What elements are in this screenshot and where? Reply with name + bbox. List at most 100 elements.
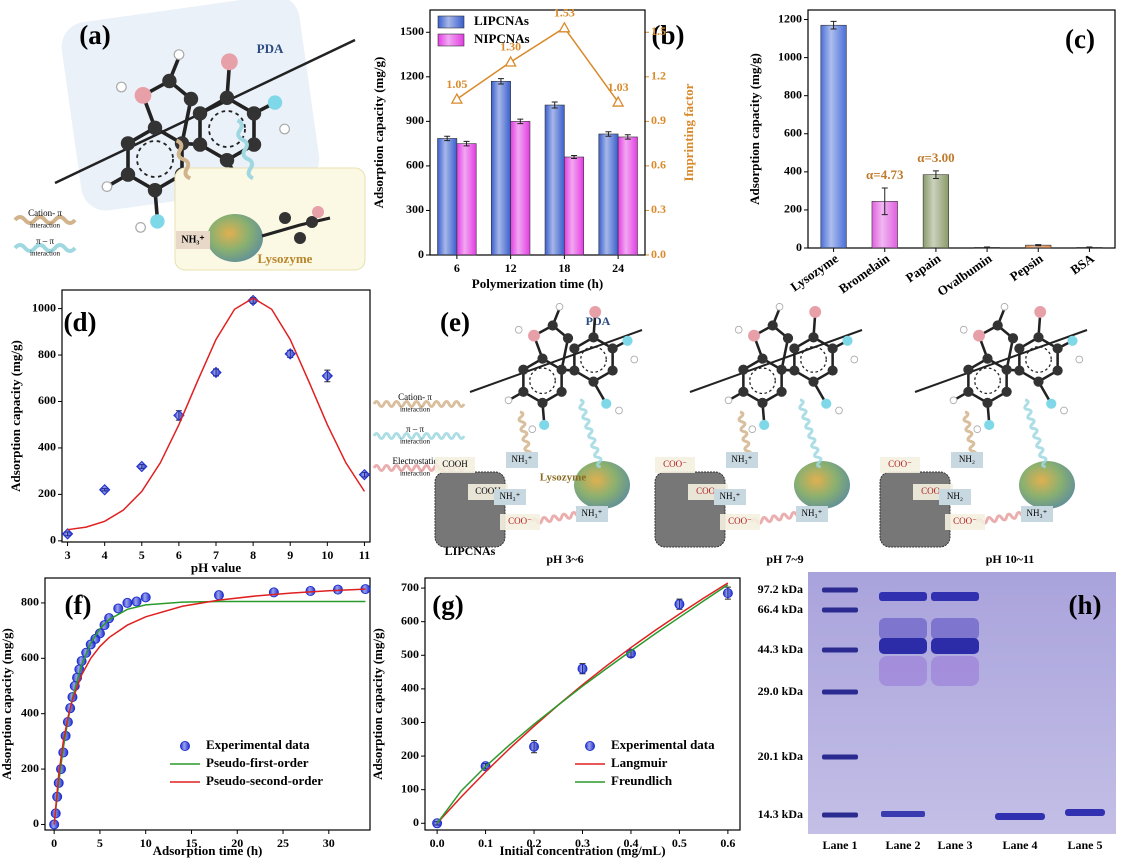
interaction-wave [372,432,466,440]
amine: NH₃⁺ [500,491,521,501]
marker [674,599,685,610]
gel [808,572,1116,834]
x-tick-label: Bromelain [836,250,893,296]
x-tick-label: 12 [505,261,517,275]
panel-label: (c) [1065,24,1095,54]
y2-axis-label: Imprinting factor [681,83,696,181]
x-tick-label: 15 [185,836,197,850]
x-tick-label: 24 [612,261,624,275]
legend-label: NIPCNAs [474,31,530,46]
legend-text: interaction [400,406,430,414]
error-bar [932,170,939,180]
protein-label: Lysozyme [258,251,313,266]
marker [131,596,142,607]
marker [122,597,133,608]
lane-label: Lane 4 [1002,838,1037,852]
y-tick-label: 0 [33,816,39,830]
error-bar [984,246,991,249]
x-tick-label: 5 [139,548,145,562]
y-tick-label: 0 [50,533,56,547]
bar [544,104,565,256]
legend-label: Langmuir [611,755,668,770]
x-tick-label: BSA [1068,250,1098,277]
y-tick-label: 800 [784,87,802,101]
amine-box [939,489,971,505]
error-bar [1086,246,1093,249]
lysozyme-atoms [279,212,318,244]
y-tick-label: 400 [401,681,419,695]
legend-label: Experimental data [611,737,715,752]
error-bar [551,101,558,109]
y-tick-label: 300 [401,714,419,728]
x-tick-label: 3 [65,548,71,562]
panel-label: (g) [432,590,463,620]
y2-tick-label: 1.5 [651,24,666,38]
x-tick-label: 25 [277,836,289,850]
plot-frame [429,9,646,256]
amine: NH₃⁺ [181,234,204,245]
y-tick-label: 0 [413,815,419,829]
amine-box [714,489,746,505]
functional-group: COOH [475,486,501,496]
x-tick-label: 0.3 [575,836,590,850]
functional-group: COO⁻ [508,516,532,526]
molecule [948,302,1084,434]
y-tick-label: 100 [401,781,419,795]
marker [98,484,111,496]
bar [617,136,638,256]
panel-label: (d) [64,307,97,337]
y-tick-label: 0 [796,240,802,254]
x-tick-label: 0.4 [623,836,638,850]
x-tick-label: 30 [323,836,335,850]
marker-band [822,812,858,818]
ph-label: pH 3~6 [546,552,583,566]
x-tick-label: 4 [102,548,108,562]
legend-text: Cation- π [398,392,432,402]
panel-label: (b) [652,20,685,50]
x-tick-label: 11 [359,548,370,562]
group-box [500,514,540,530]
line [436,582,729,824]
y-axis-label: Adsorption capacity (mg/g) [8,340,23,492]
cation-pi-wave [175,138,192,181]
bar [564,156,585,256]
y-axis-label: Adsorption capacity (mg/g) [371,57,386,209]
lane-label: Lane 2 [885,838,920,852]
x-tick-label: 18 [558,261,570,275]
functional-group: COOH [442,459,468,469]
legend-swatch [180,741,190,751]
y-tick-label: 1000 [32,300,56,314]
protein-band [931,592,979,601]
marker [104,613,115,624]
line [436,584,729,824]
diagram-a: NH₃⁺ Lysozyme (a) PDA Cation- π interact… [13,0,366,271]
legend-text: interaction [400,470,430,478]
amine-box [506,452,538,468]
protein-band [881,811,925,817]
protein-band [931,618,979,640]
plot-frame [424,577,741,831]
lane-label: Lane 5 [1067,838,1102,852]
plot-frame [44,577,371,831]
legend-swatch [437,33,465,47]
functional-group: COO⁻ [728,516,752,526]
y-tick-label: 200 [401,748,419,762]
backbone [689,329,863,393]
material [654,471,726,548]
lysozyme [1019,461,1075,509]
molecule [503,302,639,434]
plot-frame [807,9,1116,249]
lysozyme [207,214,263,262]
amine-box [1021,506,1053,522]
amine-box [176,231,210,249]
marker-label: 66.4 kDa [758,602,803,616]
x-tick-label: Papain [903,250,944,285]
marker-label: 20.1 kDa [758,749,803,763]
group-box [945,514,985,530]
legend-label: Pseudo-second-order [206,773,323,788]
marker [210,366,222,379]
marker-label: 44.3 kDa [758,642,803,656]
amine-box [796,506,828,522]
bar [510,121,531,256]
x-axis-label: Polymerization time (h) [472,276,603,291]
